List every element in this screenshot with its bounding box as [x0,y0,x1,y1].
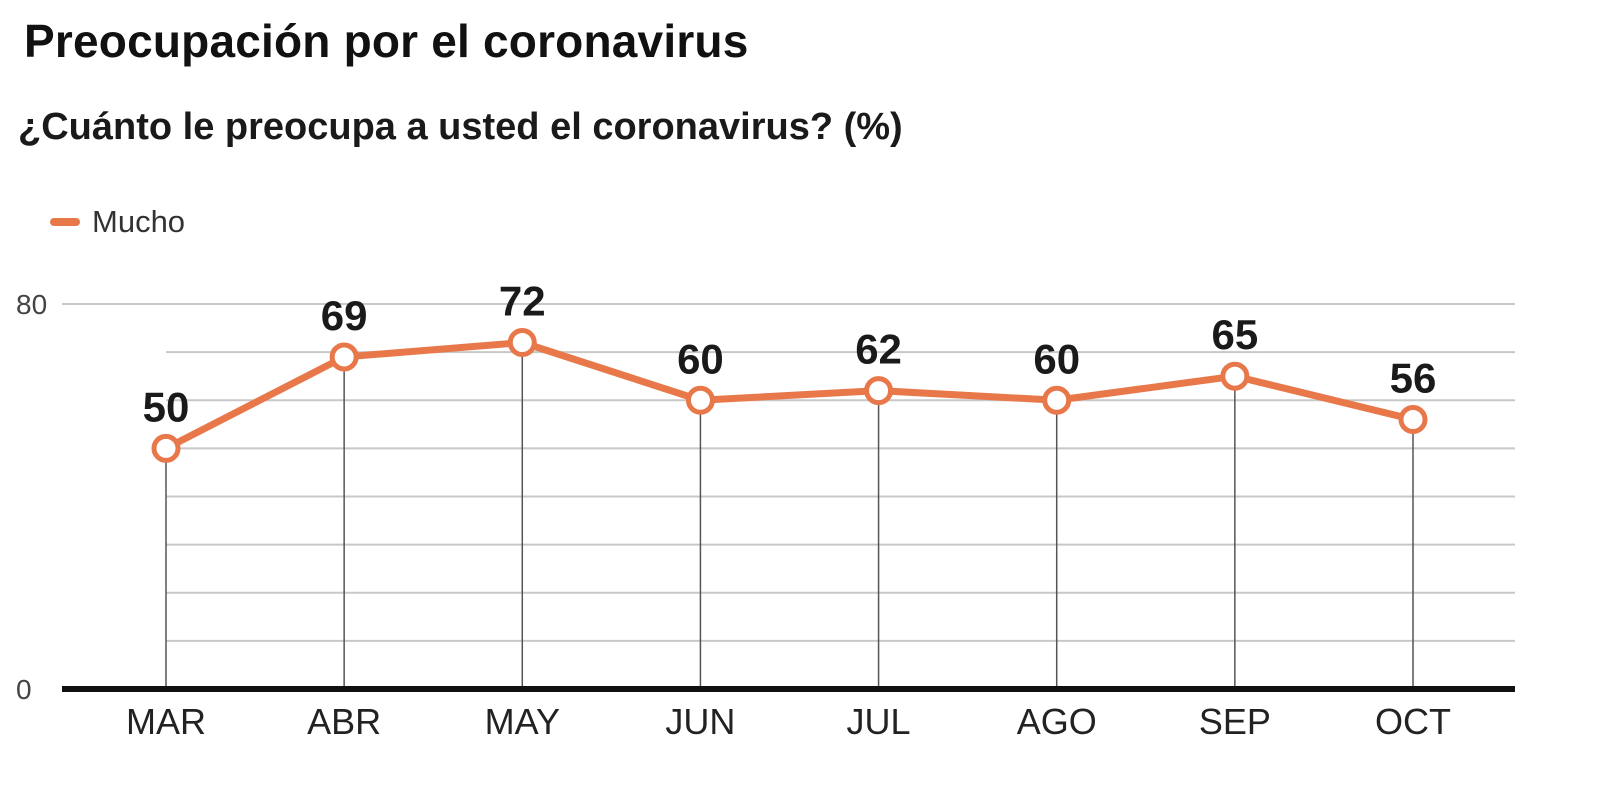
x-tick-label-ago: AGO [1017,701,1097,742]
data-label-sep: 65 [1211,311,1258,358]
x-tick-label-jul: JUL [847,701,911,742]
data-point-may [507,328,537,357]
chart-subtitle: ¿Cuánto le preocupa a usted el coronavir… [18,106,903,148]
legend-swatch-mucho [50,218,80,226]
data-label-abr: 69 [321,292,368,339]
data-label-jun: 60 [677,335,724,382]
data-label-oct: 56 [1390,355,1437,402]
x-tick-label-may: MAY [485,701,560,742]
data-point-oct [1398,405,1428,434]
legend-label-mucho: Mucho [92,204,186,239]
x-tick-label-jun: JUN [665,701,735,742]
series-line-mucho [162,339,1417,452]
data-label-may: 72 [499,278,546,325]
data-point-jun [685,385,715,415]
data-label-ago: 60 [1033,335,1080,382]
chart-title: Preocupación por el coronavirus [24,15,749,67]
data-point-abr [329,342,359,372]
x-tick-label-abr: ABR [307,701,381,742]
x-tick-label-mar: MAR [126,701,206,742]
y-tick-label-80: 80 [16,289,47,320]
x-tick-label-sep: SEP [1199,701,1271,742]
legend: Mucho [50,204,185,240]
y-tick-label-0: 0 [16,674,32,705]
data-label-jul: 62 [855,326,902,373]
data-point-jul [864,376,894,406]
data-point-mar [151,433,181,463]
data-label-mar: 50 [143,383,190,430]
data-point-sep [1220,361,1250,391]
x-tick-label-oct: OCT [1375,701,1451,742]
data-point-ago [1042,385,1072,415]
